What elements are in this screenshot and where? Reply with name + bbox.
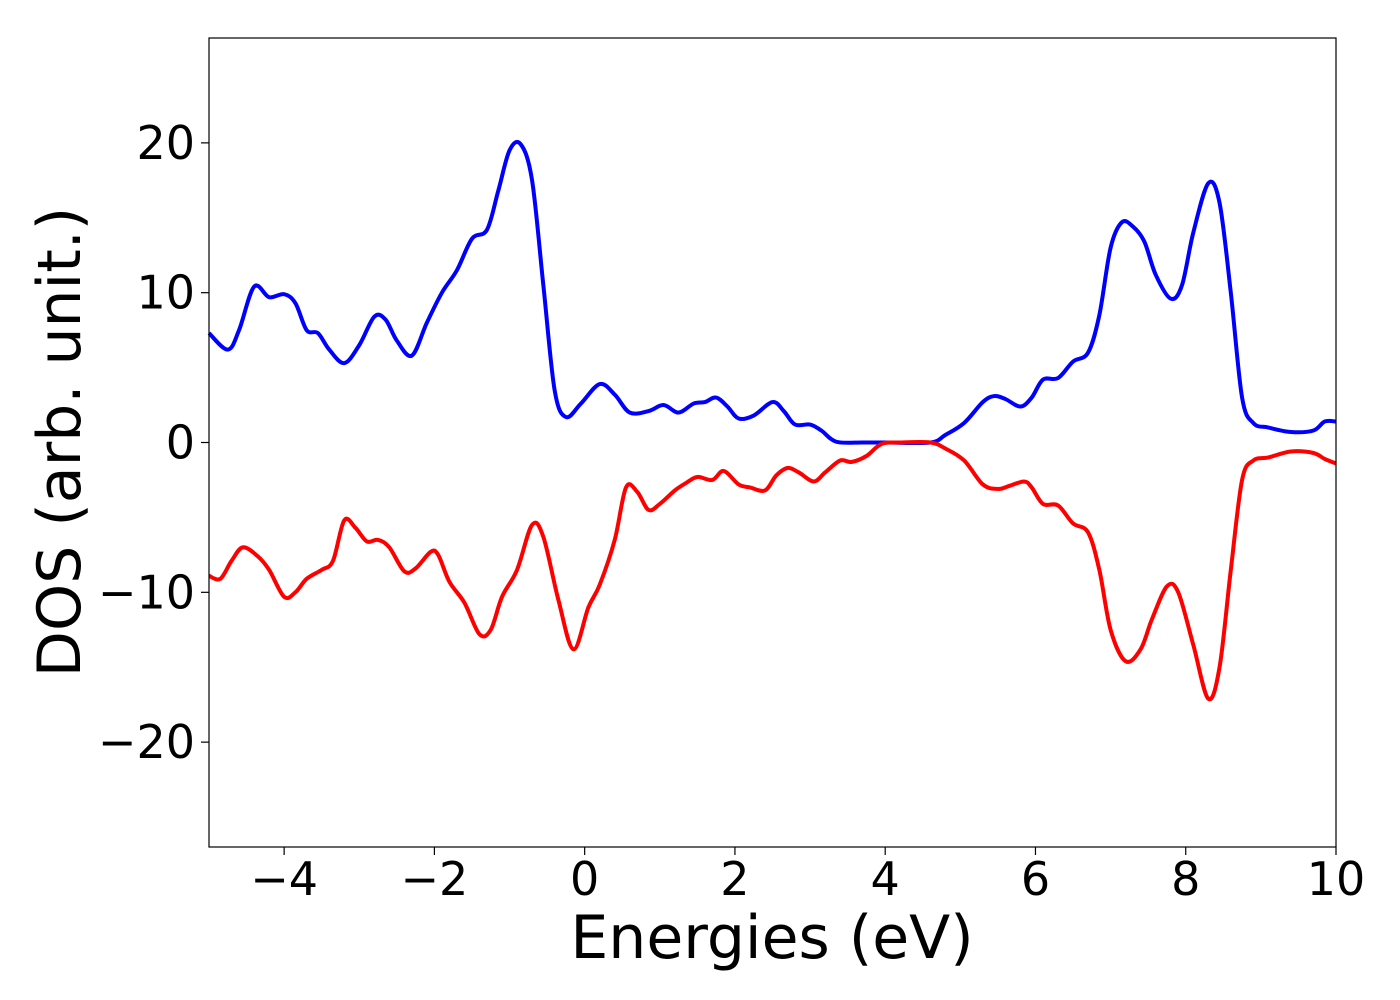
x-tick-label: 10 [1307, 852, 1366, 906]
x-tick-label: 0 [570, 852, 599, 906]
y-axis-ticks: −20 −10 0 10 20 [98, 116, 209, 769]
x-tick-label: −2 [400, 852, 468, 906]
series-line-2 [208, 439, 1337, 702]
x-axis-ticks: −4 −2 0 2 4 6 8 10 [250, 847, 1365, 906]
x-tick-label: −4 [250, 852, 318, 906]
y-tick-label: 0 [166, 416, 195, 470]
x-tick-label: 8 [1171, 852, 1200, 906]
y-tick-label: 20 [136, 116, 195, 170]
series-layer [207, 140, 1337, 702]
y-tick-label: 10 [136, 266, 195, 320]
x-tick-label: 2 [720, 852, 749, 906]
y-tick-label: −10 [98, 565, 195, 619]
y-tick-label: −20 [98, 715, 195, 769]
x-axis-label: Energies (eV) [570, 903, 973, 973]
x-tick-label: 6 [1021, 852, 1050, 906]
series-line-1 [207, 140, 1337, 446]
x-tick-label: 4 [871, 852, 900, 906]
y-axis-label: DOS (arb. unit.) [25, 207, 95, 677]
plot-background [209, 38, 1336, 847]
